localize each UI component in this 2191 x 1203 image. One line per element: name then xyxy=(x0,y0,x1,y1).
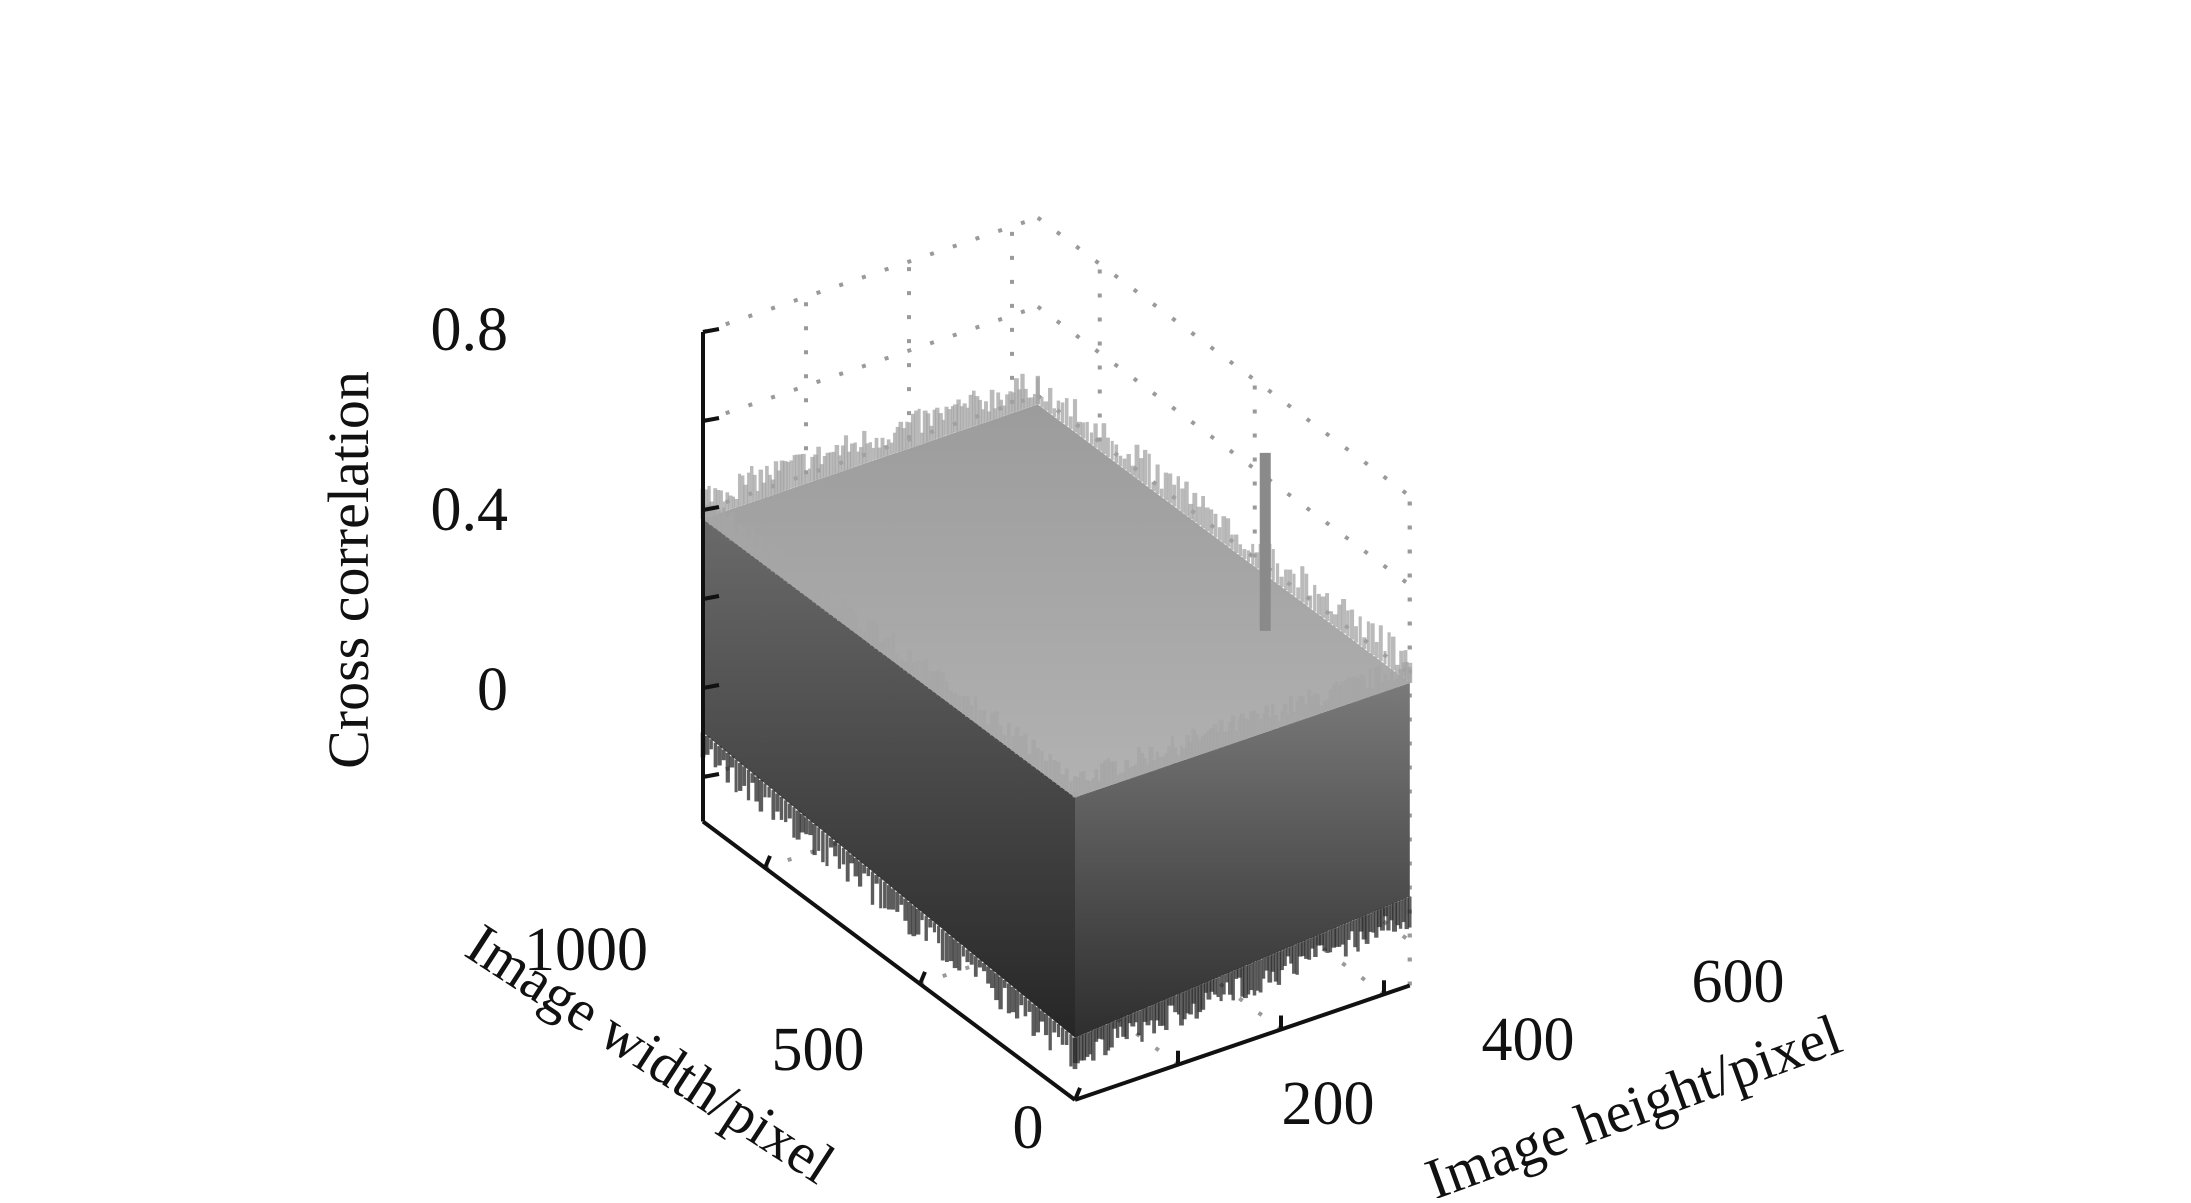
surface xyxy=(700,373,1413,1070)
x-tick-mark xyxy=(1073,1087,1082,1101)
z-tick-mark xyxy=(702,772,720,779)
x-tick-label-1000: 1000 xyxy=(524,916,648,984)
z-tick-label-0.4: 0.4 xyxy=(431,476,509,544)
y-tick-label-600: 600 xyxy=(1692,948,1785,1016)
z-tick-label-0.8: 0.8 xyxy=(431,296,509,364)
grid-line-wall-right-5 xyxy=(1036,215,1411,498)
grid-line-wall-right-4 xyxy=(1036,304,1411,587)
surface-top xyxy=(703,404,1410,798)
x-tick-label-0: 0 xyxy=(1013,1094,1044,1162)
z-axis-title: Cross correlation xyxy=(316,371,381,769)
y-tick-labels: 200 400 600 xyxy=(1282,948,1785,1138)
z-tick-mark xyxy=(702,594,720,601)
z-tick-label-0: 0 xyxy=(477,656,508,724)
surface-side-front-right xyxy=(1075,682,1410,1038)
y-tick-label-200: 200 xyxy=(1282,1070,1375,1138)
x-tick-mark xyxy=(918,971,927,985)
x-tick-labels: 0 500 1000 xyxy=(524,916,1044,1162)
x-tick-mark xyxy=(763,855,772,869)
z-tick-mark xyxy=(702,683,720,690)
surface-spikes xyxy=(700,373,1413,1070)
y-axis-line xyxy=(1074,983,1411,1102)
z-tick-labels: 0 0.4 0.8 xyxy=(431,296,509,724)
y-tick-label-400: 400 xyxy=(1482,1006,1575,1074)
z-tick-mark xyxy=(702,505,720,512)
x-tick-label-500: 500 xyxy=(772,1016,865,1084)
z-tick-mark xyxy=(702,327,720,334)
surface-side-front-left xyxy=(703,518,1075,1038)
z-tick-mark xyxy=(702,416,720,423)
grid-line-wall-left-5 xyxy=(702,215,1039,334)
axes xyxy=(701,327,1411,1102)
